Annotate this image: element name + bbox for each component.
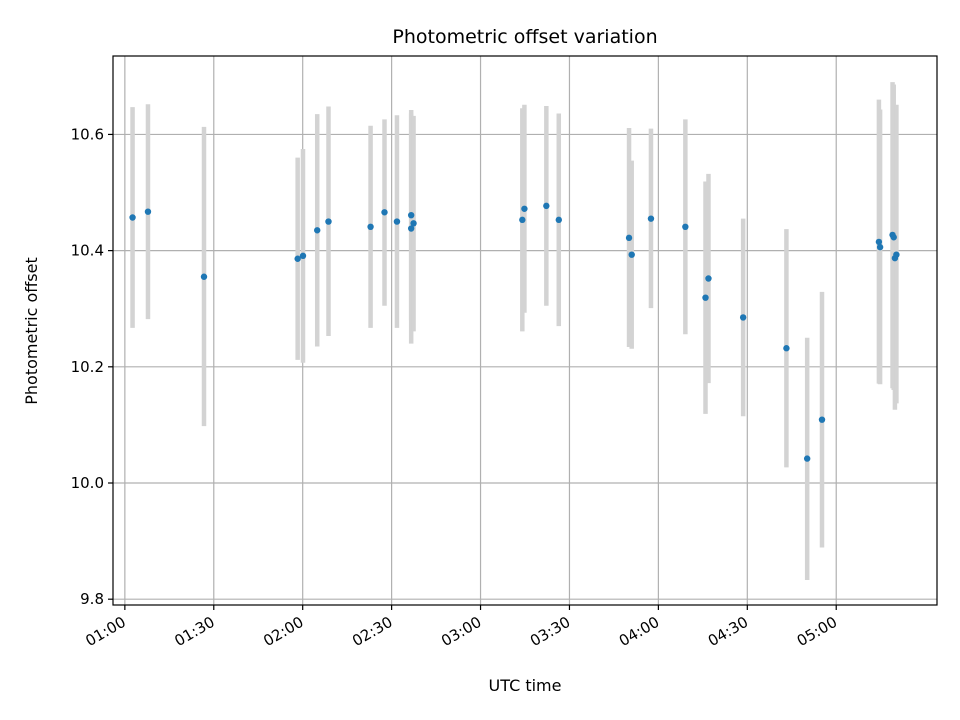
- data-point: [890, 234, 897, 241]
- data-point: [407, 225, 415, 232]
- data-point: [381, 209, 388, 216]
- data-point: [299, 252, 307, 260]
- data-point: [294, 255, 301, 262]
- data-point: [628, 251, 635, 258]
- data-point: [783, 345, 790, 352]
- data-point: [200, 273, 208, 280]
- data-point: [144, 208, 152, 215]
- data-point: [739, 314, 747, 321]
- data-point: [702, 294, 709, 301]
- data-point: [393, 218, 401, 225]
- y-tick-label: 10.0: [71, 474, 104, 492]
- data-point: [647, 215, 655, 222]
- data-point: [325, 218, 332, 225]
- y-tick-label: 10.4: [71, 242, 104, 260]
- data-points: [129, 202, 900, 462]
- data-point: [543, 202, 550, 210]
- data-point: [893, 251, 900, 258]
- chart-title: Photometric offset variation: [392, 26, 657, 48]
- data-point: [625, 234, 633, 242]
- data-point: [876, 243, 884, 251]
- y-tick-label: 10.2: [71, 358, 104, 376]
- data-point: [682, 223, 689, 230]
- y-axis: 9.8 10.0 10.2 10.4 10.6: [71, 125, 113, 608]
- data-point: [818, 416, 826, 423]
- data-point: [875, 238, 883, 246]
- data-point: [803, 455, 811, 462]
- plot-frame: [112, 55, 938, 606]
- x-axis-label: UTC time: [489, 676, 562, 695]
- y-axis-label: Photometric offset: [22, 257, 41, 405]
- data-point: [129, 214, 136, 221]
- data-point: [407, 211, 415, 219]
- data-point: [705, 275, 712, 282]
- data-point: [410, 220, 417, 227]
- data-point: [314, 227, 321, 234]
- y-tick-label: 9.8: [80, 590, 104, 608]
- y-tick-label: 10.6: [71, 125, 104, 143]
- data-point: [555, 216, 562, 224]
- data-point: [519, 216, 526, 224]
- data-point: [521, 205, 528, 212]
- data-point: [367, 223, 374, 230]
